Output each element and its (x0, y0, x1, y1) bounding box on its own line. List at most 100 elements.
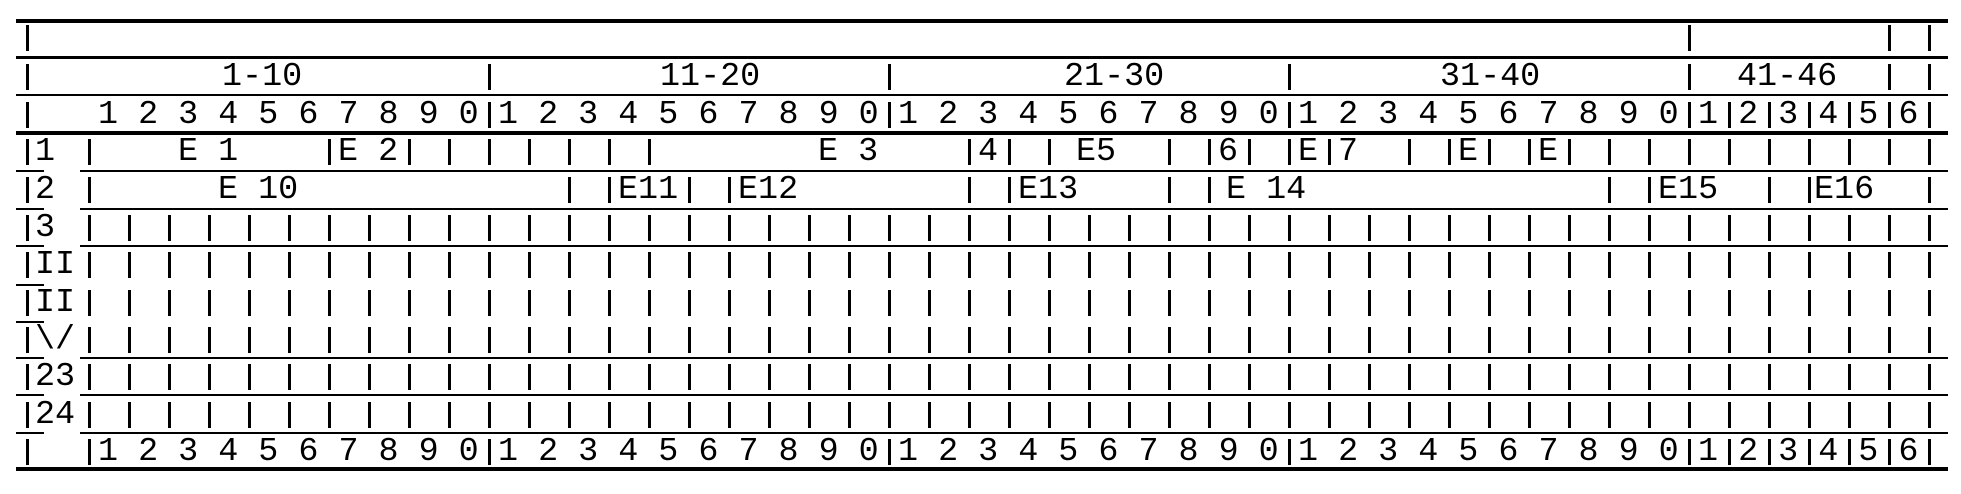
cell-divider-bar (1528, 139, 1531, 165)
cell-divider-bar (568, 327, 571, 353)
cell-divider-bar (1688, 364, 1691, 390)
cell-divider-bar (368, 364, 371, 390)
field-label-e3: E 3 (818, 133, 879, 171)
cell-divider-bar (1128, 327, 1131, 353)
cell-divider-bar (1648, 215, 1651, 241)
cell-divider-bar (1408, 215, 1411, 241)
cell-divider-bar (1288, 215, 1291, 241)
cell-divider-bar (1048, 327, 1051, 353)
cell-divider-bar (808, 215, 811, 241)
cell-divider-bar (288, 215, 291, 241)
cell-divider-bar (1328, 402, 1331, 428)
cell-divider-bar (568, 215, 571, 241)
cell-divider-bar (1648, 139, 1651, 165)
cell-divider-bar (488, 402, 491, 428)
cell-divider-bar (1528, 364, 1531, 390)
cell-divider-bar (888, 439, 891, 465)
row-edge-bar (26, 102, 29, 128)
cell-divider-bar (1768, 215, 1771, 241)
row-label: 2 (35, 171, 56, 209)
cell-divider-bar (608, 139, 611, 165)
cell-divider-bar (168, 364, 171, 390)
field-label-e10: E 10 (218, 171, 299, 209)
row-label: II (35, 246, 76, 284)
cell-divider-bar (448, 364, 451, 390)
cell-divider-bar (1568, 139, 1571, 165)
cell-divider-bar (328, 402, 331, 428)
row-edge-bar (26, 364, 29, 390)
label-column-bar (88, 252, 91, 278)
cell-divider-bar (1368, 290, 1371, 316)
cell-divider-bar (1408, 252, 1411, 278)
cell-divider-bar (1248, 215, 1251, 241)
cell-divider-bar (1928, 139, 1931, 165)
cell-divider-bar (968, 215, 971, 241)
cell-divider-bar (1848, 139, 1851, 165)
cell-divider-bar (1328, 290, 1331, 316)
cell-divider-bar (568, 177, 571, 203)
cell-divider-bar (1088, 215, 1091, 241)
cell-divider-bar (1128, 364, 1131, 390)
cell-divider-bar (288, 252, 291, 278)
field-label-e1: E 1 (178, 133, 239, 171)
cell-divider-bar (1728, 215, 1731, 241)
cell-divider-bar (1928, 177, 1931, 203)
cell-divider-bar (328, 327, 331, 353)
cell-divider-bar (1248, 290, 1251, 316)
cell-divider-bar (1608, 290, 1611, 316)
cell-divider-bar (808, 252, 811, 278)
cell-divider-bar (1168, 139, 1171, 165)
cell-divider-bar (688, 364, 691, 390)
cell-divider-bar (328, 215, 331, 241)
rule-line (80, 432, 1948, 434)
label-column-bar (88, 139, 91, 165)
cell-divider-bar (328, 290, 331, 316)
cell-divider-bar (728, 215, 731, 241)
rule-line (16, 394, 44, 396)
row-label: 3 (35, 209, 56, 247)
label-column-bar (88, 215, 91, 241)
cell-divider-bar (648, 139, 651, 165)
cell-divider-bar (1248, 252, 1251, 278)
cell-divider-bar (568, 364, 571, 390)
cell-divider-bar (888, 402, 891, 428)
cell-divider-bar (1888, 364, 1891, 390)
digit-scale: 1 2 3 4 5 6 7 8 9 0 (898, 96, 1279, 134)
cell-divider-bar (1848, 439, 1851, 465)
field-label-e14: E 14 (1226, 171, 1307, 209)
cell-divider-bar (1848, 327, 1851, 353)
label-column-bar (88, 402, 91, 428)
cell-divider-bar (1488, 290, 1491, 316)
cell-divider-bar (1728, 139, 1731, 165)
cell-divider-bar (848, 327, 851, 353)
cell-divider-bar (1848, 402, 1851, 428)
cell-divider-bar (1368, 364, 1371, 390)
cell-divider-bar (1488, 327, 1491, 353)
cell-divider-bar (808, 402, 811, 428)
cell-divider-bar (528, 139, 531, 165)
cell-divider-bar (1088, 364, 1091, 390)
cell-divider-bar (688, 402, 691, 428)
cell-divider-bar (1328, 139, 1331, 165)
cell-divider-bar (568, 290, 571, 316)
cell-divider-bar (1328, 364, 1331, 390)
cell-divider-bar (1008, 177, 1011, 203)
cell-divider-bar (1848, 102, 1851, 128)
cell-divider-bar (1728, 252, 1731, 278)
cell-divider-bar (1408, 364, 1411, 390)
cell-divider-bar (1728, 102, 1731, 128)
cell-divider-bar (848, 252, 851, 278)
cell-divider-bar (1608, 364, 1611, 390)
cell-divider-bar (408, 290, 411, 316)
row-label: 23 (35, 358, 76, 396)
cell-divider-bar (1848, 364, 1851, 390)
cell-divider-bar (1448, 290, 1451, 316)
cell-divider-bar (1248, 327, 1251, 353)
cell-divider-bar (1048, 139, 1051, 165)
cell-divider-bar (1768, 102, 1771, 128)
cell-divider-bar (248, 290, 251, 316)
cell-divider-bar (448, 290, 451, 316)
row-edge-bar (26, 25, 29, 51)
cell-divider-bar (488, 139, 491, 165)
cell-divider-bar (1808, 439, 1811, 465)
